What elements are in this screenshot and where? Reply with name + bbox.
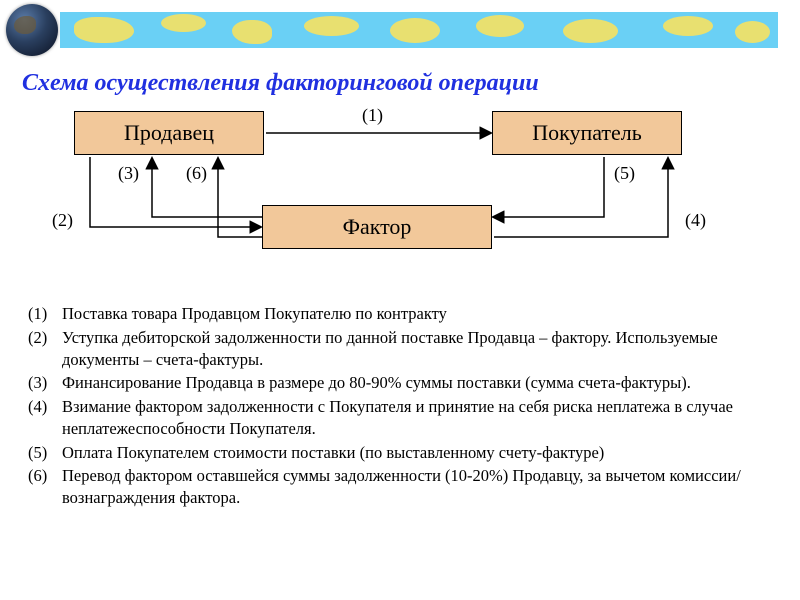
legend-item-text: Уступка дебиторской задолженности по дан…	[62, 327, 772, 371]
edge-label-5: (5)	[614, 163, 635, 184]
edge-label-4: (4)	[685, 210, 706, 231]
legend-item: (3)Финансирование Продавца в размере до …	[28, 372, 772, 394]
legend-item-text: Оплата Покупателем стоимости поставки (п…	[62, 442, 772, 464]
legend-item: (1)Поставка товара Продавцом Покупателю …	[28, 303, 772, 325]
legend-item: (2)Уступка дебиторской задолженности по …	[28, 327, 772, 371]
legend-item-number: (6)	[28, 465, 62, 509]
legend-item-text: Взимание фактором задолженности с Покупа…	[62, 396, 772, 440]
globe-icon	[6, 4, 58, 56]
legend-list: (1)Поставка товара Продавцом Покупателю …	[28, 303, 772, 509]
legend-item-text: Финансирование Продавца в размере до 80-…	[62, 372, 772, 394]
legend-item-number: (1)	[28, 303, 62, 325]
world-map-strip	[60, 12, 778, 48]
legend-item-number: (4)	[28, 396, 62, 440]
page-title: Схема осуществления факторинговой операц…	[22, 70, 800, 97]
legend-item-text: Поставка товара Продавцом Покупателю по …	[62, 303, 772, 325]
edge-label-2: (2)	[52, 210, 73, 231]
legend-item: (6)Перевод фактором оставшейся суммы зад…	[28, 465, 772, 509]
legend-item-number: (2)	[28, 327, 62, 371]
legend-item: (4)Взимание фактором задолженности с Пок…	[28, 396, 772, 440]
edge-label-3: (3)	[118, 163, 139, 184]
node-factor: Фактор	[262, 205, 492, 249]
legend-item: (5)Оплата Покупателем стоимости поставки…	[28, 442, 772, 464]
edge-label-6: (6)	[186, 163, 207, 184]
edge-label-1: (1)	[362, 105, 383, 126]
legend-item-number: (3)	[28, 372, 62, 394]
node-seller: Продавец	[74, 111, 264, 155]
header-banner	[0, 0, 800, 60]
legend-item-number: (5)	[28, 442, 62, 464]
node-buyer: Покупатель	[492, 111, 682, 155]
legend-item-text: Перевод фактором оставшейся суммы задолж…	[62, 465, 772, 509]
factoring-flowchart: Продавец Покупатель Фактор (1) (2) (3) (…	[22, 105, 782, 285]
